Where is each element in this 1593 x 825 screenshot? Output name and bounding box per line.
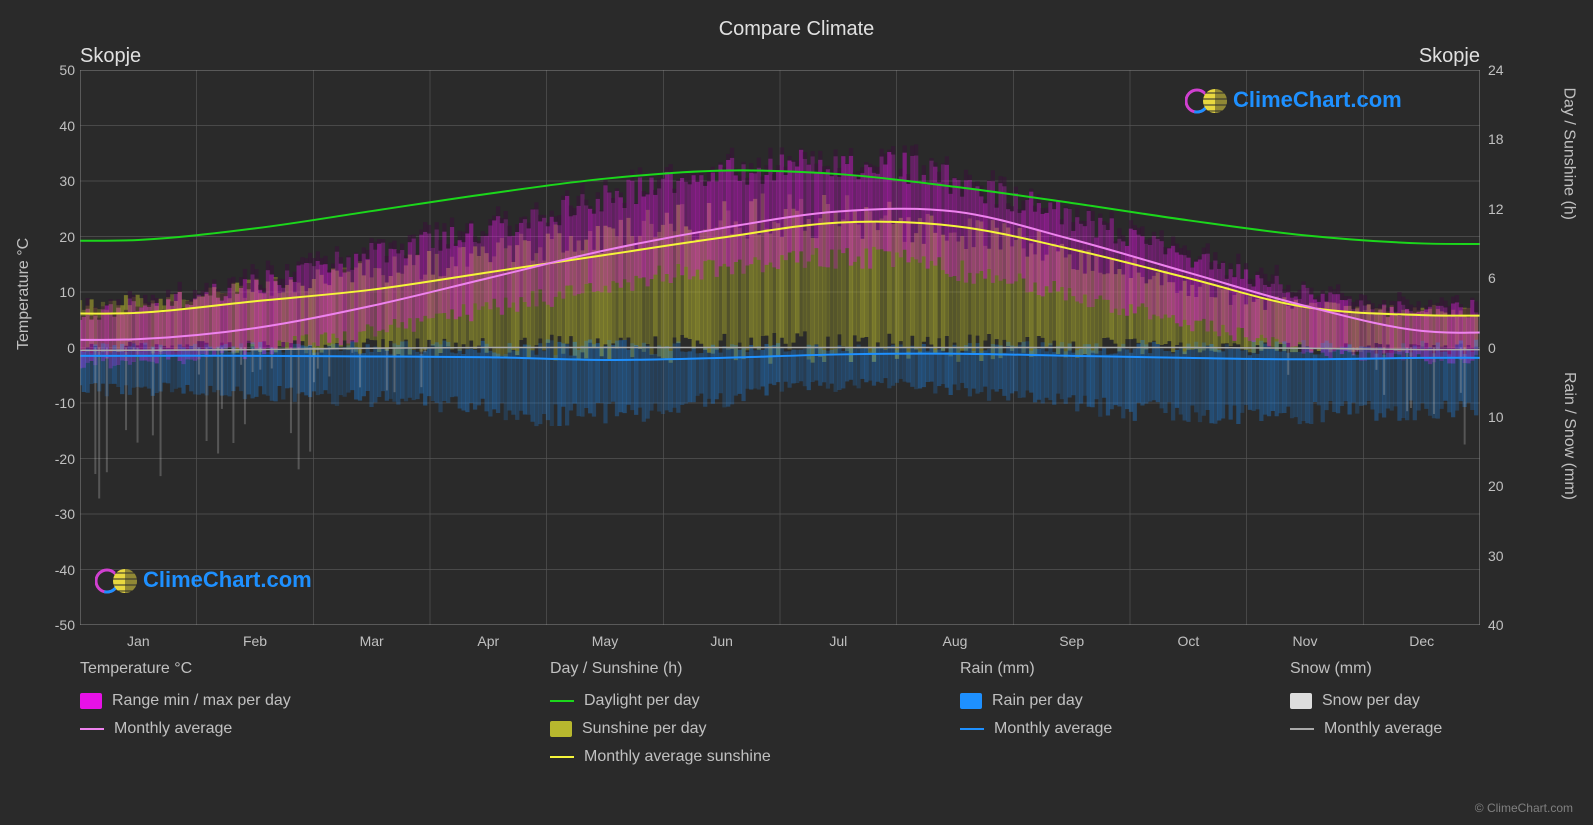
chart-plot-area (80, 70, 1480, 625)
line-icon (960, 728, 984, 730)
watermark: ClimeChart.com (95, 565, 312, 595)
legend-group: Snow (mm) Snow per day Monthly average (1290, 660, 1442, 766)
legend-label: Monthly average (1324, 720, 1442, 738)
chart-title: Compare Climate (0, 18, 1593, 41)
legend-header: Temperature °C (80, 660, 500, 678)
watermark-text: ClimeChart.com (143, 567, 312, 593)
copyright: © ClimeChart.com (1475, 801, 1573, 815)
legend-label: Daylight per day (584, 692, 700, 710)
line-icon (550, 756, 574, 758)
city-label-left: Skopje (80, 45, 141, 68)
legend-item: Monthly average (960, 720, 1240, 738)
line-icon (80, 728, 104, 730)
legend-item: Monthly average (1290, 720, 1442, 738)
y-axis-left-label: Temperature °C (15, 238, 33, 350)
legend-label: Sunshine per day (582, 720, 707, 738)
legend-header: Day / Sunshine (h) (550, 660, 910, 678)
y-axis-right-bottom-label: Rain / Snow (mm) (1560, 372, 1578, 500)
legend-label: Monthly average (114, 720, 232, 738)
legend-label: Monthly average (994, 720, 1112, 738)
y-axis-right-top-label: Day / Sunshine (h) (1560, 87, 1578, 220)
legend-item: Sunshine per day (550, 720, 910, 738)
legend-item: Rain per day (960, 692, 1240, 710)
legend: Temperature °C Range min / max per day Mon… (80, 660, 1480, 766)
legend-item: Daylight per day (550, 692, 910, 710)
chart-svg (80, 70, 1480, 625)
legend-label: Rain per day (992, 692, 1083, 710)
watermark-text: ClimeChart.com (1233, 87, 1402, 113)
climechart-logo-icon (95, 565, 135, 595)
legend-group: Temperature °C Range min / max per day Mon… (80, 660, 500, 766)
swatch-icon (1290, 693, 1312, 709)
legend-label: Snow per day (1322, 692, 1420, 710)
watermark: ClimeChart.com (1185, 85, 1402, 115)
legend-label: Monthly average sunshine (584, 748, 771, 766)
line-icon (1290, 728, 1314, 730)
swatch-icon (550, 721, 572, 737)
line-icon (550, 700, 574, 702)
legend-group: Day / Sunshine (h) Daylight per day Sunshi… (550, 660, 910, 766)
legend-item: Monthly average sunshine (550, 748, 910, 766)
legend-item: Monthly average (80, 720, 500, 738)
city-label-right: Skopje (1419, 45, 1480, 68)
legend-item: Snow per day (1290, 692, 1442, 710)
legend-header: Snow (mm) (1290, 660, 1442, 678)
legend-group: Rain (mm) Rain per day Monthly average (960, 660, 1240, 766)
swatch-icon (960, 693, 982, 709)
climechart-logo-icon (1185, 85, 1225, 115)
legend-label: Range min / max per day (112, 692, 291, 710)
swatch-icon (80, 693, 102, 709)
legend-item: Range min / max per day (80, 692, 500, 710)
legend-header: Rain (mm) (960, 660, 1240, 678)
